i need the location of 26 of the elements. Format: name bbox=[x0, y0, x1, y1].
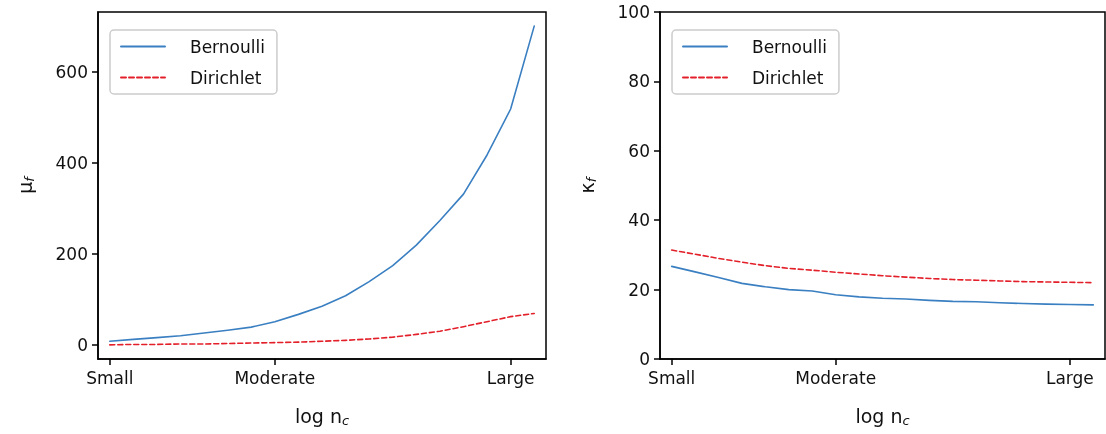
legend-label: Bernoulli bbox=[190, 36, 265, 57]
y-tick-label: 0 bbox=[639, 349, 650, 369]
line-series bbox=[108, 25, 536, 343]
x-tick-label: Moderate bbox=[234, 367, 316, 388]
y-tick-label: 0 bbox=[77, 334, 88, 355]
y-tick-label: 80 bbox=[628, 71, 650, 92]
line-series bbox=[108, 312, 536, 346]
x-tick-label: Small bbox=[648, 367, 696, 388]
y-tick-label: 600 bbox=[55, 61, 88, 82]
y-tick-label: 200 bbox=[55, 243, 88, 264]
x-tick-label: Large bbox=[486, 367, 535, 388]
y-tick-label: 400 bbox=[55, 152, 88, 173]
y-tick-label: 100 bbox=[617, 2, 650, 22]
line-series bbox=[670, 265, 1095, 306]
y-tick-label: 20 bbox=[628, 279, 650, 300]
legend-label: Bernoulli bbox=[752, 36, 827, 57]
y-tick-label: 60 bbox=[628, 140, 650, 161]
y-axis-title: κf bbox=[575, 175, 599, 194]
y-axis-title: μf bbox=[13, 174, 37, 194]
x-tick-label: Large bbox=[1045, 367, 1094, 388]
x-tick-label: Moderate bbox=[795, 367, 877, 388]
x-tick-label: Small bbox=[86, 367, 134, 388]
legend-label: Dirichlet bbox=[752, 67, 824, 88]
line-series bbox=[670, 249, 1095, 284]
legend-label: Dirichlet bbox=[190, 67, 262, 88]
y-tick-label: 40 bbox=[628, 210, 650, 231]
